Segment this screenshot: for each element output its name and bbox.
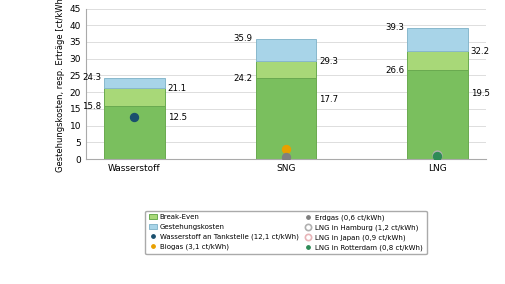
Bar: [104, 78, 165, 88]
Point: [281, 155, 289, 159]
Point: [432, 154, 440, 159]
Text: 24.3: 24.3: [82, 73, 101, 82]
Bar: [255, 39, 316, 61]
Bar: [406, 28, 467, 51]
Text: 24.2: 24.2: [233, 74, 252, 83]
Point: [130, 115, 138, 120]
Text: 15.8: 15.8: [82, 102, 101, 111]
Bar: [255, 61, 316, 78]
Bar: [255, 78, 316, 159]
Text: 39.3: 39.3: [384, 23, 403, 32]
Bar: [406, 51, 467, 70]
Point: [281, 146, 289, 151]
Bar: [104, 106, 165, 159]
Bar: [104, 88, 165, 106]
Text: 26.6: 26.6: [384, 66, 403, 75]
Text: 35.9: 35.9: [233, 34, 252, 43]
Text: 21.1: 21.1: [168, 84, 186, 93]
Text: 17.7: 17.7: [319, 95, 338, 104]
Text: 32.2: 32.2: [470, 47, 489, 56]
Legend: Break-Even, Gestehungskosten, Wasserstoff an Tankstelle (12,1 ct/kWh), Biogas (3: Break-Even, Gestehungskosten, Wasserstof…: [145, 211, 426, 254]
Text: 12.5: 12.5: [168, 113, 186, 122]
Bar: [406, 70, 467, 159]
Y-axis label: Gestehungskosten, resp. Erträge [ct/kWh]: Gestehungskosten, resp. Erträge [ct/kWh]: [57, 0, 65, 172]
Text: 19.5: 19.5: [470, 89, 489, 98]
Text: 29.3: 29.3: [319, 57, 337, 66]
Point: [432, 153, 440, 157]
